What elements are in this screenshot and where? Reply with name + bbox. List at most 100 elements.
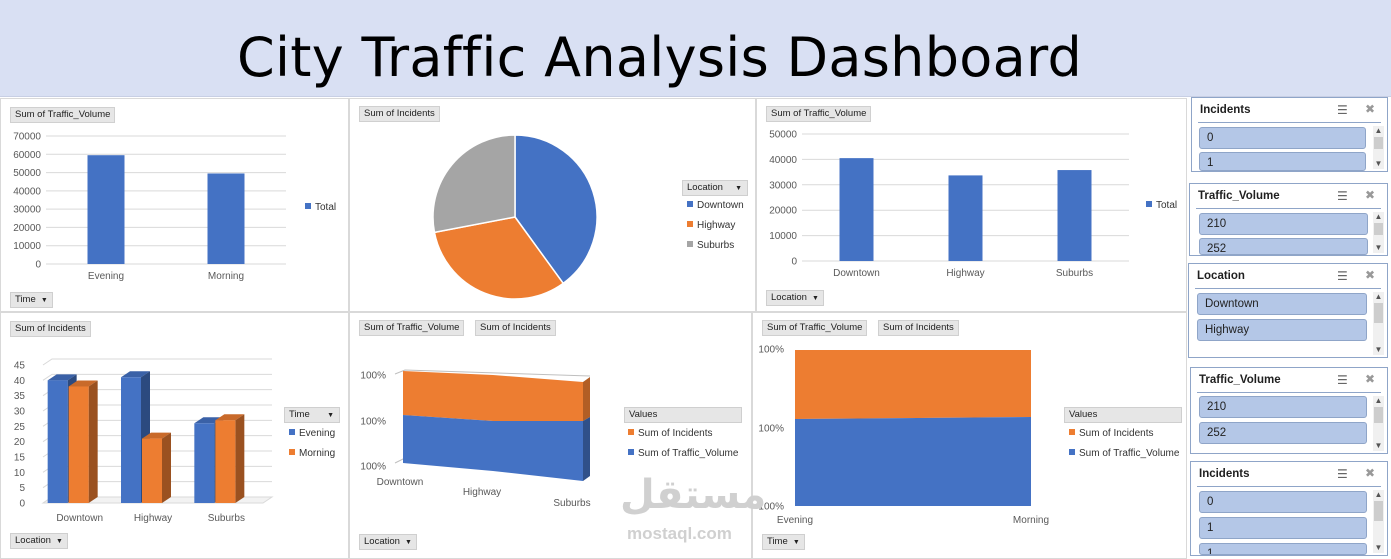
slicer-item[interactable]: 252	[1199, 422, 1367, 444]
slicer-scrollbar[interactable]: ▲ ▼	[1373, 212, 1384, 253]
scroll-thumb[interactable]	[1374, 137, 1383, 149]
slicer-item[interactable]: Downtown	[1197, 293, 1367, 315]
scroll-thumb[interactable]	[1374, 501, 1383, 521]
multi-select-icon[interactable]: ☰	[1337, 103, 1348, 117]
area-sum-of-incidents	[403, 371, 583, 421]
legend-label: Total	[315, 202, 337, 213]
scroll-up-icon[interactable]: ▲	[1374, 292, 1383, 301]
legend-item-total: Total	[305, 202, 336, 213]
chart-stacked-by-location: Sum of Traffic_Volume Sum of Incidents 1…	[349, 312, 752, 559]
multi-select-icon[interactable]: ☰	[1337, 189, 1348, 203]
slicer-scrollbar[interactable]: ▲ ▼	[1373, 490, 1384, 553]
chart-incidents-by-location: Sum of Incidents Location Downtown Highwa…	[349, 98, 756, 312]
location-filter-button[interactable]: Location	[766, 290, 824, 306]
bar-top-morning	[215, 414, 245, 421]
legend-swatch	[289, 449, 295, 455]
clear-filter-icon[interactable]: ✖	[1365, 268, 1376, 282]
clear-filter-icon[interactable]: ✖	[1365, 466, 1376, 480]
slicer-item[interactable]: 210	[1199, 396, 1367, 418]
legend-swatch	[687, 241, 693, 247]
traffic-by-location-plot: 50000 40000 30000 20000 10000 0 Downtown Highwa…	[769, 130, 1129, 279]
legend-label: Sum of Traffic_Volume	[1079, 448, 1180, 459]
stacked-time-plot: 100% 100% 100% Evening Morning	[758, 345, 1049, 527]
legend-label: Sum of Traffic_Volume	[638, 448, 739, 459]
time-legend-filter[interactable]: Time	[284, 407, 340, 423]
chart-traffic-by-location: Sum of Traffic_Volume 50000 40000 30000 200…	[756, 98, 1187, 312]
clear-filter-icon[interactable]: ✖	[1365, 188, 1376, 202]
legend-swatch	[628, 449, 634, 455]
value-field-button[interactable]: Sum of Incidents	[359, 106, 440, 122]
value-field-button-incidents[interactable]: Sum of Incidents	[878, 320, 959, 336]
slicer-item[interactable]: 1	[1199, 543, 1367, 555]
watermark-latin: mostaql.com	[627, 524, 732, 543]
clear-filter-icon[interactable]: ✖	[1365, 102, 1376, 116]
value-field-button-traffic[interactable]: Sum of Traffic_Volume	[359, 320, 465, 336]
legend-label: Sum of Incidents	[1079, 428, 1154, 439]
values-legend-title: Values	[624, 407, 742, 423]
legend-label: Highway	[697, 220, 736, 231]
x-tick-label: Evening	[88, 271, 124, 282]
slicer-incidents: Incidents ☰ ✖ 0 1 1 ▲ ▼	[1190, 461, 1388, 556]
bar-highway-morning	[142, 438, 162, 503]
multi-select-icon[interactable]: ☰	[1337, 269, 1348, 283]
legend-item-suburbs: Suburbs	[687, 240, 734, 251]
x-tick-label: Highway	[463, 487, 501, 498]
bar-suburbs	[1057, 170, 1092, 261]
value-field-button-incidents[interactable]: Sum of Incidents	[475, 320, 556, 336]
scroll-thumb[interactable]	[1374, 407, 1383, 423]
values-legend-title: Values	[1064, 407, 1182, 423]
slicer-item[interactable]: 252	[1199, 238, 1368, 255]
slicer-scrollbar[interactable]: ▲ ▼	[1373, 292, 1384, 355]
scroll-down-icon[interactable]: ▼	[1374, 345, 1383, 354]
value-field-button[interactable]: Sum of Incidents	[10, 321, 91, 337]
value-field-button[interactable]: Sum of Traffic_Volume	[766, 106, 872, 122]
scroll-thumb[interactable]	[1374, 303, 1383, 323]
location-filter-button[interactable]: Location	[10, 533, 68, 549]
scroll-up-icon[interactable]: ▲	[1374, 490, 1383, 499]
legend-item-morning: Morning	[289, 448, 335, 459]
legend-swatch	[687, 221, 693, 227]
value-field-button-traffic[interactable]: Sum of Traffic_Volume	[762, 320, 868, 336]
legend-item-traffic-volume: Sum of Traffic_Volume	[1069, 448, 1179, 459]
multi-select-icon[interactable]: ☰	[1337, 373, 1348, 387]
scroll-up-icon[interactable]: ▲	[1374, 396, 1383, 405]
slicer-divider	[1196, 208, 1381, 209]
area-sum-of-traffic_volume	[795, 417, 1031, 506]
location-filter-button[interactable]: Location	[359, 534, 417, 550]
slicer-item[interactable]: Highway	[1197, 319, 1367, 341]
location-legend-filter[interactable]: Location	[682, 180, 748, 196]
value-field-button[interactable]: Sum of Traffic_Volume	[10, 107, 116, 123]
scroll-down-icon[interactable]: ▼	[1374, 243, 1383, 252]
scroll-down-icon[interactable]: ▼	[1374, 543, 1383, 552]
slicer-scrollbar[interactable]: ▲ ▼	[1373, 396, 1384, 451]
y-tick-label: 0	[19, 499, 25, 510]
slicer-scrollbar[interactable]: ▲ ▼	[1373, 126, 1384, 169]
scroll-up-icon[interactable]: ▲	[1374, 212, 1383, 221]
scroll-up-icon[interactable]: ▲	[1374, 126, 1383, 135]
scroll-down-icon[interactable]: ▼	[1374, 441, 1383, 450]
legend-label: Evening	[299, 428, 336, 439]
time-filter-button[interactable]: Time	[10, 292, 53, 308]
scroll-thumb[interactable]	[1374, 223, 1383, 235]
y-tick-label: 100%	[360, 417, 386, 428]
x-tick-label: Highway	[946, 268, 984, 279]
y-tick-label: 100%	[758, 502, 784, 513]
scroll-down-icon[interactable]: ▼	[1374, 159, 1383, 168]
slicer-item[interactable]: 0	[1199, 127, 1366, 149]
slicer-divider	[1197, 486, 1381, 487]
multi-select-icon[interactable]: ☰	[1337, 467, 1348, 481]
slicer-item[interactable]: 0	[1199, 491, 1367, 513]
y-tick-label: 60000	[13, 150, 41, 161]
slicer-item[interactable]: 1	[1199, 152, 1366, 171]
legend-item-traffic-volume: Sum of Traffic_Volume	[628, 448, 738, 459]
stacked-3d-plot: 100% 100% 100% Downtown Highway Suburbs	[360, 369, 591, 509]
clear-filter-icon[interactable]: ✖	[1365, 372, 1376, 386]
time-filter-button[interactable]: Time	[762, 534, 805, 550]
legend-item-total: Total	[1146, 200, 1177, 211]
y-tick-label: 25	[14, 422, 26, 433]
slicer-item[interactable]: 210	[1199, 213, 1368, 235]
pie-slice-downtown	[514, 134, 598, 285]
legend-item-highway: Highway	[687, 220, 735, 231]
pie-slice-highway	[433, 216, 565, 300]
slicer-item[interactable]: 1	[1199, 517, 1367, 539]
